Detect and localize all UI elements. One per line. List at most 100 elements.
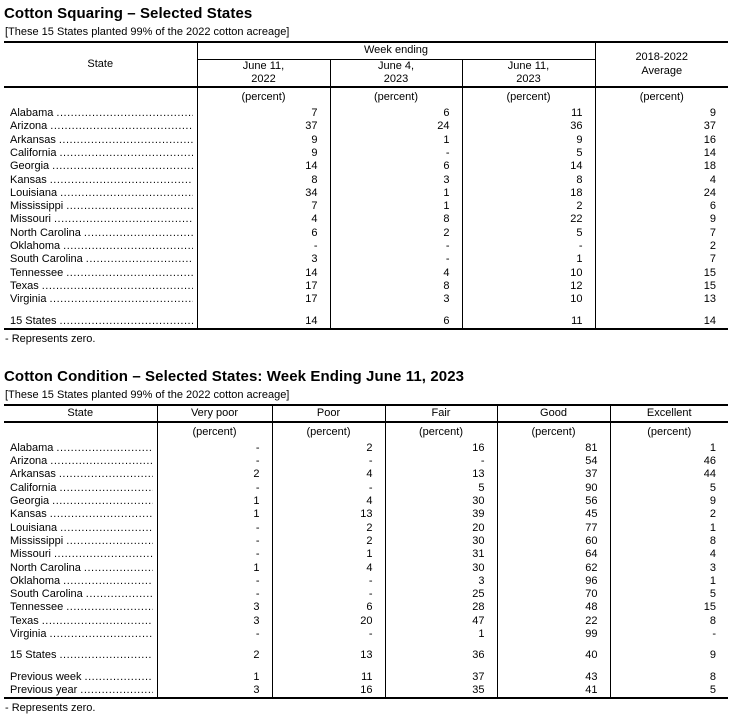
table-row: Arizona 37 24 36 37 (4, 120, 728, 134)
value-cell-very-poor: 3 (157, 683, 273, 699)
state-cell: Missouri (4, 213, 198, 227)
value-cell-good: 43 (497, 662, 611, 684)
value-cell-good: 54 (497, 455, 611, 469)
value-cell-june11-2022: 14 (197, 160, 331, 174)
state-cell: 15 States (4, 641, 158, 663)
value-cell-excellent: 5 (709, 588, 716, 601)
cotton-squaring-table: State Week ending 2018-2022 Average June… (4, 41, 728, 330)
table-row: South Carolina - - 25 70 5 (4, 588, 728, 602)
state-label: Kansas (10, 508, 47, 521)
value-cell-very-poor: - (157, 574, 273, 589)
state-label: Tennessee (10, 601, 64, 614)
table-row: North Carolina 6 2 5 7 (4, 226, 728, 241)
value-cell-good: 77 (497, 521, 611, 535)
state-cell: Georgia (4, 160, 198, 174)
value-cell-fair: 20 (385, 521, 498, 535)
state-label: Kansas (10, 173, 47, 186)
state-cell: Alabama (4, 441, 158, 456)
dot-leader (50, 120, 192, 133)
value-cell-june4-2023: 2 (330, 226, 463, 241)
state-label: Mississippi (10, 534, 64, 547)
unit-label: (percent) (330, 87, 463, 108)
value-cell-good: 81 (497, 441, 611, 456)
value-cell-very-poor: - (157, 481, 273, 496)
value-cell-excellent: 8 (709, 614, 716, 627)
state-label: California (10, 146, 57, 159)
state-label: Tennessee (10, 266, 64, 279)
value-cell-excellent: 5 (709, 683, 716, 696)
table-note: [These 15 States planted 99% of the 2022… (5, 26, 290, 38)
value-cell-average: 37 (703, 120, 716, 133)
value-cell-fair: 3 (385, 574, 498, 589)
dot-leader (60, 522, 152, 535)
table-row: 15 States 14 6 11 14 (4, 306, 728, 329)
value-cell-fair: 1 (385, 628, 498, 642)
state-label: North Carolina (10, 561, 81, 574)
state-label: California (10, 481, 57, 494)
value-cell-fair: 37 (385, 662, 498, 684)
dot-leader (54, 213, 193, 226)
dot-leader (59, 649, 152, 662)
value-cell-june11-2023: 5 (462, 226, 596, 241)
value-cell-june4-2023: 4 (330, 266, 463, 280)
state-cell: California (4, 481, 158, 496)
value-cell-june11-2022: 6 (197, 226, 331, 241)
value-cell-june4-2023: 1 (330, 133, 463, 147)
unit-label: (percent) (639, 90, 684, 103)
unit-label: (percent) (497, 421, 611, 442)
value-cell-june11-2022: 7 (197, 107, 331, 121)
state-cell: Arkansas (4, 468, 158, 482)
dot-leader (85, 671, 153, 684)
table-row: Previous year 3 16 35 41 5 (4, 683, 728, 699)
value-cell-excellent: 4 (709, 548, 716, 561)
dot-leader (66, 200, 192, 213)
state-cell: Oklahoma (4, 574, 158, 589)
state-cell: Tennessee (4, 601, 158, 615)
value-cell-fair: - (385, 455, 498, 469)
value-cell-june11-2023: 11 (462, 107, 596, 121)
value-cell-average: 14 (703, 314, 716, 327)
state-label: Arizona (10, 120, 48, 133)
table-row: Alabama 7 6 11 9 (4, 107, 728, 121)
table-row: California 9 - 5 14 (4, 146, 728, 161)
state-label: Virginia (10, 293, 47, 306)
value-cell-june11-2023: 9 (462, 133, 596, 147)
state-label: Arkansas (10, 133, 56, 146)
table-row: Kansas 1 13 39 45 2 (4, 508, 728, 522)
state-label: Oklahoma (10, 240, 61, 253)
state-cell: Alabama (4, 107, 198, 121)
value-cell-excellent: 1 (709, 521, 716, 534)
column-header-june11-2022: June 11, 2022 (197, 59, 331, 89)
value-cell-poor: 2 (272, 441, 386, 456)
value-cell-poor: 4 (272, 561, 386, 575)
state-label: South Carolina (10, 253, 83, 266)
value-cell-june11-2023: 11 (462, 306, 596, 329)
table-row: Louisiana 34 1 18 24 (4, 186, 728, 201)
value-cell-very-poor: 2 (157, 641, 273, 663)
condition-table-body: Alabama - 2 16 81 1 Arizona - - - 54 46 (4, 441, 728, 699)
value-cell-very-poor: 1 (157, 561, 273, 575)
value-cell-june11-2023: 36 (462, 120, 596, 134)
dot-leader (86, 588, 153, 601)
table-row: Virginia 17 3 10 13 (4, 293, 728, 307)
table-row: Texas 17 8 12 15 (4, 279, 728, 294)
state-label: Oklahoma (10, 574, 61, 587)
state-label: Louisiana (10, 186, 58, 199)
value-cell-poor: 13 (272, 508, 386, 522)
state-label: 15 States (10, 649, 57, 662)
value-cell-excellent: 5 (709, 481, 716, 494)
table-row: Virginia - - 1 99 - (4, 628, 728, 642)
value-cell-poor: 1 (272, 548, 386, 562)
value-cell-very-poor: 1 (157, 495, 273, 509)
table-row: Georgia 1 4 30 56 9 (4, 495, 728, 509)
value-cell-june11-2022: 34 (197, 186, 331, 201)
value-cell-excellent: 44 (703, 468, 716, 481)
dot-leader (66, 535, 152, 548)
unit-label: (percent) (647, 425, 692, 438)
value-cell-poor: 2 (272, 521, 386, 535)
value-cell-june11-2022: 8 (197, 173, 331, 187)
value-cell-fair: 39 (385, 508, 498, 522)
value-cell-good: 22 (497, 614, 611, 628)
table-row: 15 States 2 13 36 40 9 (4, 641, 728, 663)
table-row: Arizona - - - 54 46 (4, 455, 728, 469)
